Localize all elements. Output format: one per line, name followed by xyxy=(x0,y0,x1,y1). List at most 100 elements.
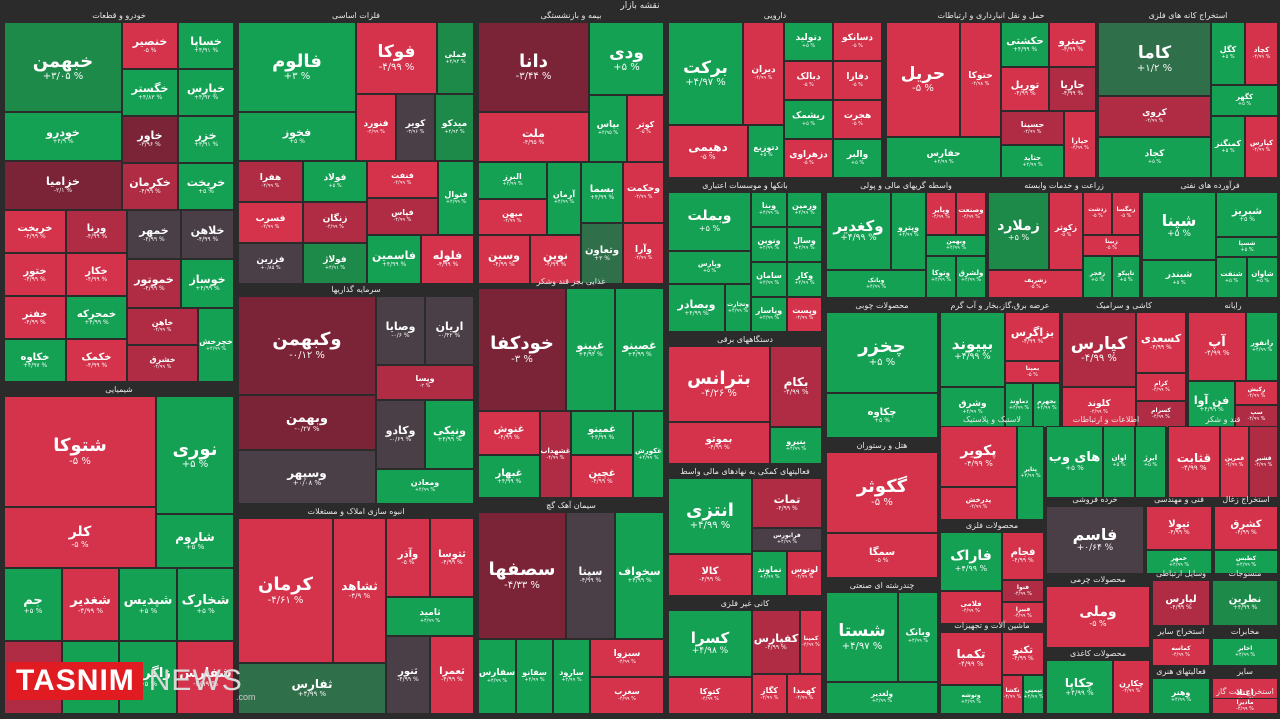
stock-tile[interactable]: فپاس -۴/۹۹ % xyxy=(367,198,438,235)
stock-tile[interactable]: وکغدیر +۴/۹۹ % xyxy=(826,192,891,270)
stock-tile[interactable]: ونوین +۴/۹۹ % xyxy=(751,227,787,262)
stock-tile[interactable]: سخواف +۴/۹۹ % xyxy=(615,512,664,639)
stock-tile[interactable]: تاپیکو +۵ % xyxy=(1112,256,1140,298)
stock-tile[interactable]: خشرق -۴/۹۹ % xyxy=(127,345,198,382)
stock-tile[interactable]: حپترو -۴/۹۹ % xyxy=(1049,22,1096,67)
stock-tile[interactable]: دزهراوی -۵ % xyxy=(784,139,833,178)
stock-tile[interactable]: ومعادن +۴/۹۹ % xyxy=(376,469,474,504)
stock-tile[interactable]: ولشرق +۴/۹۹ % xyxy=(956,256,986,298)
stock-tile[interactable]: حتاید +۴/۹۹ % xyxy=(1001,145,1064,178)
stock-tile[interactable]: کتوکا -۴/۹۹ % xyxy=(668,677,752,714)
stock-tile[interactable]: خمهر -۴/۹۹ % xyxy=(127,210,181,259)
stock-tile[interactable]: وسپهر +۰/۰۸ % xyxy=(238,450,376,504)
stock-tile[interactable]: کپارس -۴/۹۹ % xyxy=(1245,116,1278,178)
stock-tile[interactable]: کسرا +۴/۹۸ % xyxy=(668,610,752,677)
stock-tile[interactable]: وبهمن -۰/۲۷ % xyxy=(238,395,376,450)
stock-tile[interactable]: اخابر +۴/۹۹ % xyxy=(1212,638,1278,666)
stock-tile[interactable]: زفجر +۵ % xyxy=(1083,256,1112,298)
stock-tile[interactable]: خودکفا -۳ % xyxy=(478,288,566,411)
stock-tile[interactable]: کماسه -۴/۹۹ % xyxy=(1152,638,1210,666)
stock-tile[interactable]: غپینو +۴/۹۴ % xyxy=(566,288,615,411)
stock-tile[interactable]: حکشتی +۴/۹۹ % xyxy=(1001,22,1049,67)
stock-tile[interactable]: دبالک -۵ % xyxy=(784,61,833,100)
stock-tile[interactable]: قمرین -۴/۹۹ % xyxy=(1220,426,1249,498)
stock-tile[interactable]: وبهمن +۴/۹۹ % xyxy=(926,235,986,256)
stock-tile[interactable]: وحکمت -۴/۹۹ % xyxy=(623,162,664,223)
stock-tile[interactable]: تکمبا -۴/۹۹ % xyxy=(940,632,1002,685)
stock-tile[interactable]: دتوزیع +۵ % xyxy=(748,125,784,178)
stock-tile[interactable]: فبیرا -۴/۹۹ % xyxy=(1002,602,1044,624)
stock-tile[interactable]: وپاسار +۴/۹۹ % xyxy=(751,297,787,332)
stock-tile[interactable]: بترانس -۴/۲۶ % xyxy=(668,346,770,422)
stock-tile[interactable]: فنوال +۴/۹۹ % xyxy=(438,161,474,235)
stock-tile[interactable]: بنیرو +۴/۹۹ % xyxy=(770,427,822,464)
stock-tile[interactable]: نطرین +۴/۹۹ % xyxy=(1212,580,1278,626)
stock-tile[interactable]: وکادو -۰/۶۹ % xyxy=(376,400,425,469)
stock-tile[interactable]: ورنا -۴/۹۹ % xyxy=(66,210,127,253)
stock-tile[interactable]: فرابورس +۴/۹۹ % xyxy=(752,528,822,551)
stock-tile[interactable]: خریخت +۵ % xyxy=(178,163,234,210)
stock-tile[interactable]: کمینا -۴/۹۹ % xyxy=(800,610,822,674)
stock-tile[interactable]: دتولید +۵ % xyxy=(784,22,833,61)
stock-tile[interactable]: فن آوا +۴/۹۹ % xyxy=(1188,381,1235,428)
stock-tile[interactable]: سمگا -۵ % xyxy=(826,533,938,578)
stock-tile[interactable]: شفارس -۴/۹۹ % xyxy=(177,641,234,714)
stock-tile[interactable]: شپدیس +۵ % xyxy=(119,568,177,641)
stock-tile[interactable]: تیولا -۴/۹۹ % xyxy=(1146,506,1212,550)
stock-tile[interactable]: خزر +۴/۹۱ % xyxy=(178,116,234,163)
stock-tile[interactable]: وتجارت +۴/۹۹ % xyxy=(725,284,751,332)
stock-tile[interactable]: کالا -۴/۹۹ % xyxy=(668,554,752,596)
stock-tile[interactable]: هفرا -۴/۹۹ % xyxy=(238,161,303,202)
stock-tile[interactable]: ثتوسا -۴/۹۹ % xyxy=(430,518,474,597)
stock-tile[interactable]: وکار +۴/۹۹ % xyxy=(787,262,822,297)
stock-tile[interactable]: بجهرم +۴/۹۹ % xyxy=(1033,383,1060,428)
stock-tile[interactable]: وآرا -۴/۹۹ % xyxy=(623,223,664,284)
stock-tile[interactable]: غشهداب -۴/۹۹ % xyxy=(540,411,571,498)
stock-tile[interactable]: کفپارس -۴/۹۹ % xyxy=(752,610,800,674)
stock-tile[interactable]: زشریف -۵ % xyxy=(988,270,1083,298)
stock-tile[interactable]: شاوان +۵ % xyxy=(1247,257,1278,298)
stock-tile[interactable]: سپتا -۴/۹۹ % xyxy=(566,512,615,639)
stock-tile[interactable]: زاگرس +۵ % xyxy=(119,641,177,714)
stock-tile[interactable]: فنوا -۴/۹۹ % xyxy=(1002,580,1044,602)
stock-tile[interactable]: آپ -۴/۹۹ % xyxy=(1188,312,1246,381)
stock-tile[interactable]: کپارس -۴/۹۹ % xyxy=(1062,312,1136,387)
stock-tile[interactable]: فاراک +۴/۹۹ % xyxy=(940,532,1002,591)
stock-tile[interactable]: شخارک +۵ % xyxy=(177,568,234,641)
stock-tile[interactable]: کسعدی -۴/۹۹ % xyxy=(1136,312,1186,373)
stock-tile[interactable]: وبانک +۴/۹۹ % xyxy=(898,592,938,682)
stock-tile[interactable]: وپست -۴/۹۹ % xyxy=(787,297,822,332)
stock-tile[interactable]: تپمپی +۴/۹۹ % xyxy=(1023,675,1044,714)
stock-tile[interactable]: خنصیر -۵ % xyxy=(122,22,178,69)
stock-tile[interactable]: ثعمرا -۴/۹۹ % xyxy=(430,636,474,714)
stock-tile[interactable]: شغدیر -۴/۹۹ % xyxy=(62,568,119,641)
stock-tile[interactable]: کرام -۴/۹۹ % xyxy=(1136,373,1186,401)
stock-tile[interactable]: شبریز +۵ % xyxy=(1216,192,1278,237)
stock-tile[interactable]: وشرق +۴/۹۹ % xyxy=(940,387,1005,428)
stock-tile[interactable]: وکبهمن -۰/۱۲ % xyxy=(238,296,376,395)
stock-tile[interactable]: حفارس +۴/۹۹ % xyxy=(886,137,1001,178)
stock-tile[interactable]: فجام -۴/۹۹ % xyxy=(1002,532,1044,580)
stock-tile[interactable]: کلر -۵ % xyxy=(4,507,156,568)
stock-tile[interactable]: بموتو -۴/۹۹ % xyxy=(668,422,770,464)
stock-tile[interactable]: فوکا -۴/۹۹ % xyxy=(356,22,437,94)
stock-tile[interactable]: بمپنا -۵ % xyxy=(1005,361,1060,383)
stock-tile[interactable]: دیران -۴/۹۹ % xyxy=(743,22,784,125)
stock-tile[interactable]: دفارا -۵ % xyxy=(833,61,882,100)
stock-tile[interactable]: گکوثر -۵ % xyxy=(826,452,938,533)
stock-tile[interactable]: کروی -۴/۹۹ % xyxy=(1098,96,1211,137)
stock-tile[interactable]: خپارس +۴/۹۲ % xyxy=(178,69,234,116)
stock-tile[interactable]: حریل -۵ % xyxy=(886,22,960,137)
stock-tile[interactable]: مادیرا -۴/۹۹ % xyxy=(1212,698,1278,714)
stock-tile[interactable]: پکویر -۴/۹۹ % xyxy=(940,426,1017,487)
stock-tile[interactable]: ملت -۴/۹۵ % xyxy=(478,112,589,162)
stock-tile[interactable]: البرز +۴/۹۹ % xyxy=(478,162,547,199)
stock-tile[interactable]: فنورد -۴/۹۹ % xyxy=(356,94,396,161)
stock-tile[interactable]: کاما +۱/۲ % xyxy=(1098,22,1211,96)
stock-tile[interactable]: نوین -۴/۹۹ % xyxy=(530,235,581,284)
stock-tile[interactable]: شاروم +۵ % xyxy=(156,514,234,568)
stock-tile[interactable]: سارود +۴/۹۹ % xyxy=(553,639,590,714)
stock-tile[interactable]: غصینو +۴/۹۹ % xyxy=(615,288,664,411)
stock-tile[interactable]: وسین -۴/۹۹ % xyxy=(478,235,530,284)
stock-tile[interactable]: زملارد +۵ % xyxy=(988,192,1049,270)
